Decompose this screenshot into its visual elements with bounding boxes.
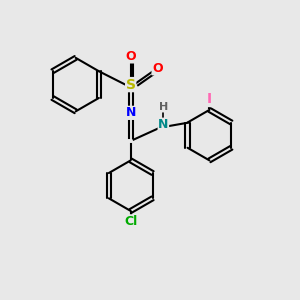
Text: O: O [152,62,163,75]
Text: Cl: Cl [124,215,137,228]
Text: I: I [207,92,212,106]
Text: S: S [126,78,136,92]
Text: H: H [159,102,168,112]
Text: O: O [125,50,136,63]
Text: N: N [125,106,136,119]
Text: N: N [158,118,169,131]
